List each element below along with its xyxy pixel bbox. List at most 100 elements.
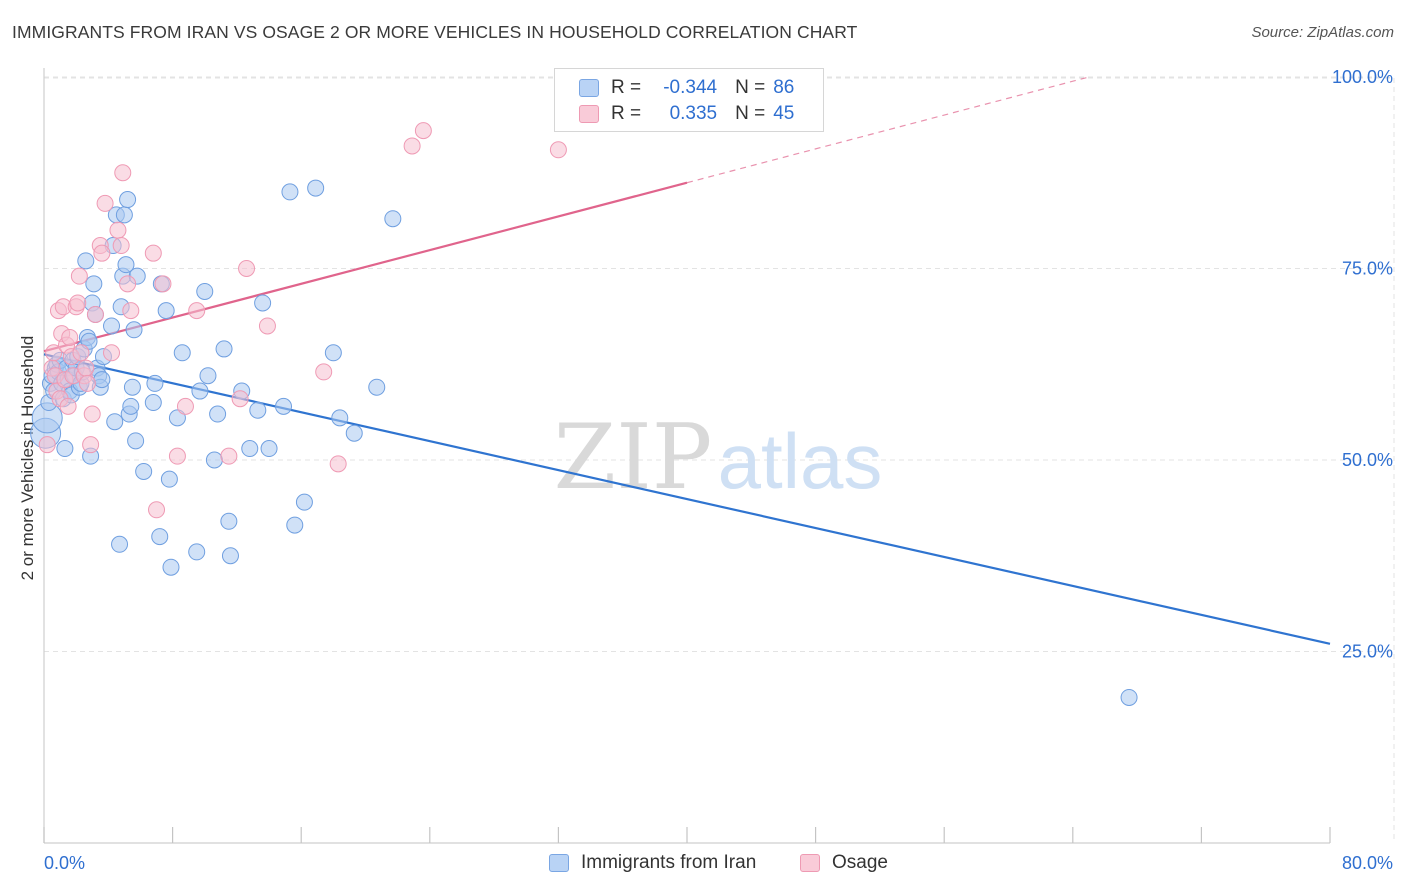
iran-point <box>56 440 74 458</box>
osage-point <box>96 194 114 212</box>
stats-row-iran: R = -0.344 N = 86 <box>555 76 794 100</box>
osage-point <box>549 141 567 159</box>
iran-point <box>117 256 135 274</box>
osage-point <box>176 397 194 415</box>
r-value: -0.344 <box>663 77 718 98</box>
iran-point <box>77 252 95 270</box>
iran-point <box>85 275 103 293</box>
iran-point <box>168 409 186 427</box>
osage-point <box>114 164 132 182</box>
r-label: R = <box>611 103 642 124</box>
source-label: Source: ZipAtlas.com <box>1251 24 1394 41</box>
osage-trend-extension <box>686 76 1090 184</box>
iran-point <box>196 282 214 300</box>
legend-item-iran[interactable]: Immigrants from Iran <box>549 852 756 874</box>
iran-point <box>80 332 98 350</box>
iran-point <box>199 367 217 385</box>
iran-point <box>249 401 267 419</box>
osage-swatch <box>800 854 820 872</box>
iran-point <box>307 179 325 197</box>
r-label: R = <box>611 77 642 98</box>
iran-point <box>146 374 164 392</box>
iran-point <box>1120 688 1138 706</box>
iran-point <box>275 397 293 415</box>
osage-point <box>70 267 88 285</box>
osage-point <box>82 436 100 454</box>
iran-point <box>331 409 349 427</box>
osage-point <box>168 447 186 465</box>
osage-point <box>59 397 77 415</box>
iran-swatch <box>549 854 569 872</box>
iran-point <box>144 394 162 412</box>
n-value: 45 <box>773 103 795 124</box>
iran-point <box>135 462 153 480</box>
watermark-atlas: atlas <box>718 417 883 505</box>
osage-point <box>78 374 96 392</box>
data-points <box>30 122 1138 706</box>
iran-point <box>324 344 342 362</box>
osage-point <box>329 455 347 473</box>
iran-swatch <box>579 79 599 97</box>
chart-title: IMMIGRANTS FROM IRAN VS OSAGE 2 OR MORE … <box>12 22 858 42</box>
iran-point <box>127 432 145 450</box>
iran-point <box>160 470 178 488</box>
iran-point <box>384 210 402 228</box>
iran-point <box>260 440 278 458</box>
legend-label-osage: Osage <box>832 852 888 873</box>
iran-point <box>295 493 313 511</box>
iran-point <box>103 317 121 335</box>
watermark: ZIP atlas <box>554 405 883 510</box>
stats-row-osage: R = 0.335 N = 45 <box>555 102 794 126</box>
osage-point <box>220 447 238 465</box>
osage-trend-line <box>43 181 688 353</box>
r-value: 0.335 <box>669 103 718 124</box>
y-tick-label: 100.0% <box>1332 67 1393 87</box>
osage-point <box>119 275 137 293</box>
osage-point <box>38 436 56 454</box>
iran-point <box>286 516 304 534</box>
osage-point <box>144 244 162 262</box>
iran-point <box>115 206 133 224</box>
osage-point <box>315 363 333 381</box>
watermark-zip: ZIP <box>554 405 713 510</box>
iran-point <box>151 528 169 546</box>
x-tick-label-max: 80.0% <box>1342 853 1393 873</box>
iran-point <box>162 558 180 576</box>
iran-point <box>220 512 238 530</box>
osage-point <box>231 390 249 408</box>
iran-point <box>205 451 223 469</box>
legend-item-osage[interactable]: Osage <box>800 852 888 874</box>
osage-point <box>112 237 130 255</box>
osage-point <box>61 328 79 346</box>
x-tick-label-min: 0.0% <box>44 853 85 873</box>
iran-point <box>173 344 191 362</box>
y-tick-label: 25.0% <box>1342 642 1393 662</box>
iran-point <box>281 183 299 201</box>
osage-swatch <box>579 105 599 123</box>
tick-labels: 25.0% 50.0% 75.0% 100.0% 0.0% 80.0% <box>44 67 1393 873</box>
iran-point <box>241 440 259 458</box>
osage-point <box>103 344 121 362</box>
osage-point <box>93 244 111 262</box>
series-legend: Immigrants from Iran Osage <box>0 852 1406 878</box>
osage-point <box>238 260 256 277</box>
stats-legend: R = -0.344 N = 86 R = 0.335 N = 45 <box>554 68 824 132</box>
n-label: N = <box>735 77 766 98</box>
osage-point <box>86 305 104 323</box>
y-tick-label: 75.0% <box>1342 259 1393 279</box>
iran-point <box>188 543 206 561</box>
osage-point <box>414 122 432 140</box>
grid-lines <box>44 76 1395 843</box>
iran-point <box>111 535 129 553</box>
legend-label-iran: Immigrants from Iran <box>581 852 757 873</box>
iran-point <box>123 378 141 396</box>
iran-point <box>209 405 227 423</box>
osage-point <box>188 302 206 320</box>
osage-point <box>403 137 421 155</box>
iran-point <box>119 191 137 209</box>
iran-point <box>125 321 143 339</box>
iran-point <box>106 413 124 431</box>
osage-point <box>45 344 63 362</box>
y-tick-label: 50.0% <box>1342 450 1393 470</box>
